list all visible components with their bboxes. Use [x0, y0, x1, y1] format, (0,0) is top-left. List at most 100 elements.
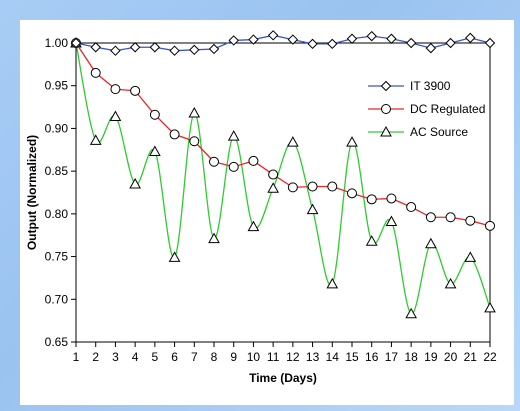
data-point: [327, 181, 338, 192]
legend-item: AC Source: [368, 125, 468, 139]
data-point: [425, 212, 436, 223]
y-tick-label: 1.00: [45, 36, 69, 50]
data-point: [287, 182, 298, 193]
legend-label: AC Source: [410, 125, 468, 139]
legend-marker: [380, 125, 392, 137]
data-point: [268, 169, 279, 180]
data-point: [405, 307, 417, 319]
x-tick-label: 3: [112, 350, 119, 364]
x-tick-label: 16: [365, 350, 379, 364]
data-point: [327, 38, 338, 50]
axes: 0.650.700.750.800.850.900.951.001 2 3 4 5 6 7 8…: [45, 36, 497, 364]
data-point: [228, 35, 239, 46]
data-point: [247, 220, 260, 232]
x-tick-label: 20: [444, 350, 458, 364]
data-point: [326, 277, 339, 289]
data-point: [386, 33, 397, 44]
data-point: [267, 30, 279, 41]
x-tick-label: 9: [230, 350, 237, 364]
legend-marker: [380, 80, 392, 92]
y-axis-title: Output (Normalized): [25, 135, 39, 250]
x-tick-label: 6: [171, 350, 178, 364]
legend-marker: [381, 104, 391, 114]
legend: IT 3900 DC Regulated AC Source: [368, 79, 485, 139]
data-point: [248, 34, 259, 45]
x-tick-label: 17: [385, 350, 399, 364]
legend-item: DC Regulated: [368, 102, 485, 116]
series-it-3900: [70, 30, 496, 56]
data-point: [365, 235, 378, 246]
series-dc-regulated: [71, 38, 495, 231]
y-tick-label: 0.65: [45, 335, 69, 349]
data-point: [464, 251, 477, 262]
data-point: [347, 188, 357, 199]
x-tick-label: 1: [73, 350, 80, 364]
y-tick-label: 0.85: [45, 164, 69, 178]
x-tick-label: 14: [326, 350, 340, 364]
x-tick-label: 21: [464, 350, 478, 364]
data-point: [169, 45, 180, 56]
data-point: [189, 44, 200, 56]
data-point: [90, 67, 101, 78]
x-axis-title: Time (Days): [249, 371, 317, 385]
data-point: [208, 43, 220, 55]
x-tick-label: 22: [483, 350, 497, 364]
data-point: [346, 33, 358, 44]
data-point: [149, 109, 160, 120]
data-point: [425, 237, 437, 249]
data-point: [287, 136, 299, 147]
x-tick-label: 13: [306, 350, 320, 364]
data-point: [89, 134, 102, 145]
data-point: [149, 42, 161, 53]
data-point: [227, 130, 240, 141]
plot-area: [75, 42, 491, 343]
x-tick-label: 8: [211, 350, 218, 364]
x-tick-label: 11: [267, 350, 280, 364]
data-point: [248, 155, 259, 166]
data-point: [485, 220, 495, 231]
data-point: [346, 136, 358, 147]
x-tick-label: 12: [286, 350, 300, 364]
data-point: [168, 251, 181, 262]
data-point: [129, 177, 141, 189]
y-tick-label: 0.95: [45, 79, 69, 93]
y-tick-label: 0.80: [45, 207, 69, 221]
data-point: [465, 215, 476, 226]
data-point: [465, 32, 476, 44]
data-point: [267, 182, 279, 193]
legend-item: IT 3900: [368, 79, 451, 93]
x-tick-label: 10: [247, 350, 261, 364]
data-point: [189, 136, 200, 147]
data-point: [366, 194, 377, 205]
plot-frame: [75, 42, 491, 343]
data-point: [110, 45, 121, 56]
y-tick-label: 0.90: [45, 121, 69, 135]
data-point: [445, 212, 456, 223]
data-point: [425, 42, 437, 54]
data-point: [307, 181, 318, 192]
data-point: [405, 37, 417, 49]
x-tick-label: 5: [152, 350, 159, 364]
data-point: [386, 193, 397, 204]
series-ac-source: [70, 36, 496, 319]
data-point: [306, 203, 319, 215]
data-point: [484, 37, 496, 49]
y-tick-label: 0.75: [45, 250, 69, 264]
data-point: [287, 34, 299, 45]
data-point: [90, 42, 101, 53]
data-point: [366, 30, 377, 42]
data-point: [70, 37, 82, 49]
data-point: [169, 129, 180, 140]
data-point: [484, 301, 496, 313]
series-line: [75, 42, 491, 227]
data-point: [149, 145, 161, 156]
data-point: [208, 232, 220, 244]
data-point: [307, 38, 318, 50]
x-tick-label: 19: [424, 350, 438, 364]
series-line: [75, 34, 491, 52]
data-point: [130, 85, 141, 96]
data-point: [109, 110, 122, 121]
data-point: [129, 42, 141, 53]
x-tick-label: 18: [404, 350, 418, 364]
